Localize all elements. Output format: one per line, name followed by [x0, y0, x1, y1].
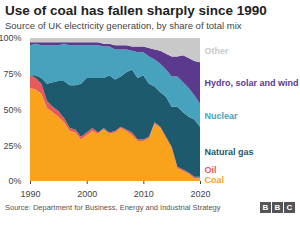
- svg-text:Other: Other: [205, 46, 230, 56]
- svg-text:Nuclear: Nuclear: [205, 111, 239, 121]
- svg-text:Natural gas: Natural gas: [205, 147, 254, 157]
- svg-text:Coal: Coal: [205, 175, 225, 185]
- svg-text:100%: 100%: [0, 33, 22, 43]
- svg-text:0%: 0%: [8, 176, 21, 186]
- html-text:B: B: [262, 202, 269, 212]
- html-text:Source: Department for Busines: Source: Department for Business, Energy …: [5, 202, 221, 212]
- svg-text:2020: 2020: [190, 189, 210, 199]
- svg-text:Hydro, solar and wind: Hydro, solar and wind: [205, 78, 299, 88]
- svg-text:1990: 1990: [20, 189, 40, 199]
- html-text:Source of UK electricity gener: Source of UK electricity generation, by …: [5, 20, 242, 31]
- svg-text:50%: 50%: [3, 105, 21, 115]
- svg-text:75%: 75%: [3, 69, 21, 79]
- svg-text:Oil: Oil: [205, 165, 217, 175]
- html-text:B: B: [274, 202, 281, 212]
- html-text:Use of coal has fallen sharply: Use of coal has fallen sharply since 199…: [5, 3, 267, 18]
- svg-text:2010: 2010: [134, 189, 154, 199]
- svg-text:25%: 25%: [3, 141, 21, 151]
- svg-text:2000: 2000: [77, 189, 97, 199]
- html-text:C: C: [286, 202, 293, 212]
